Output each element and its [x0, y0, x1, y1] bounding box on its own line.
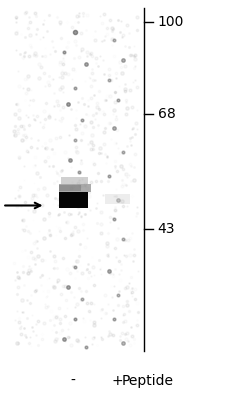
Text: 100: 100 [158, 15, 184, 29]
FancyBboxPatch shape [11, 8, 141, 351]
FancyBboxPatch shape [59, 184, 91, 192]
Text: 43: 43 [158, 222, 175, 237]
Text: +: + [111, 374, 123, 388]
FancyBboxPatch shape [59, 192, 88, 209]
FancyBboxPatch shape [59, 185, 81, 191]
Text: 68: 68 [158, 107, 175, 121]
FancyBboxPatch shape [105, 194, 130, 204]
Text: Peptide: Peptide [121, 374, 174, 388]
FancyBboxPatch shape [61, 177, 88, 184]
Text: -: - [70, 374, 75, 388]
